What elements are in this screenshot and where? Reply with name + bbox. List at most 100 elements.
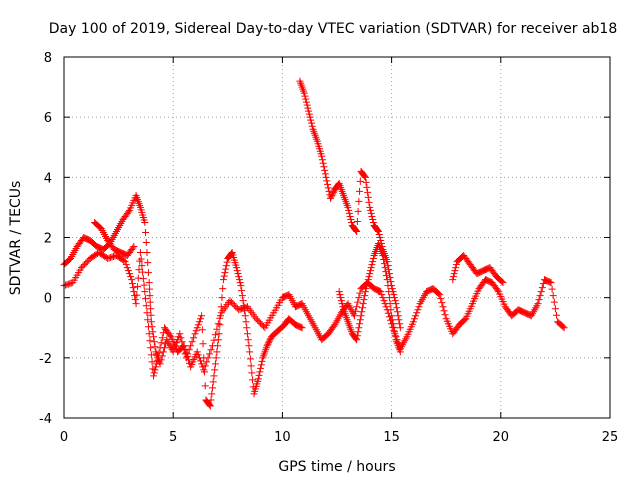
data-point xyxy=(536,292,544,300)
data-point xyxy=(130,288,138,296)
data-point xyxy=(237,282,245,290)
data-point xyxy=(387,306,395,314)
data-point xyxy=(394,312,402,320)
data-point xyxy=(451,267,459,275)
data-point xyxy=(368,261,376,269)
data-point xyxy=(239,297,247,305)
data-point xyxy=(238,292,246,300)
data-point xyxy=(142,239,150,247)
series-sdtvar-3 xyxy=(296,77,404,332)
data-point xyxy=(216,321,224,329)
data-point xyxy=(145,330,153,338)
data-point xyxy=(227,250,235,258)
data-point xyxy=(193,324,201,332)
data-point xyxy=(247,362,255,370)
data-point xyxy=(194,351,202,359)
data-point xyxy=(353,217,361,225)
data-point xyxy=(391,328,399,336)
data-point xyxy=(551,305,559,313)
data-point xyxy=(494,286,502,294)
data-point xyxy=(134,274,142,282)
data-point xyxy=(211,366,219,374)
data-point xyxy=(219,285,227,293)
x-tick-label: 15 xyxy=(383,430,400,445)
data-point xyxy=(198,312,206,320)
data-point xyxy=(209,378,217,386)
data-point xyxy=(356,316,364,324)
data-point xyxy=(185,346,193,354)
data-point xyxy=(390,291,398,299)
data-point xyxy=(537,288,545,296)
data-point xyxy=(437,295,445,303)
chart-title: Day 100 of 2019, Sidereal Day-to-day VTE… xyxy=(49,21,618,37)
data-point xyxy=(216,314,224,322)
data-point xyxy=(158,334,166,342)
data-point xyxy=(560,324,568,332)
data-point xyxy=(238,305,246,313)
data-point xyxy=(150,338,158,346)
data-point xyxy=(198,326,206,334)
data-point xyxy=(144,269,152,277)
data-point xyxy=(243,324,251,332)
data-point xyxy=(230,301,238,309)
data-point xyxy=(239,304,247,312)
data-point xyxy=(376,287,384,295)
data-point xyxy=(232,303,240,311)
series-sdtvar-6 xyxy=(91,218,138,260)
plot-frame xyxy=(63,56,611,419)
data-point xyxy=(146,292,154,300)
data-point xyxy=(369,218,377,226)
data-point xyxy=(104,255,112,263)
data-point xyxy=(263,342,271,350)
data-point xyxy=(412,312,420,320)
data-point xyxy=(259,322,267,330)
data-point xyxy=(214,320,222,328)
data-point xyxy=(255,371,263,379)
data-point xyxy=(137,255,145,263)
data-point xyxy=(156,344,164,352)
data-point xyxy=(257,361,265,369)
data-point xyxy=(159,348,167,356)
data-point xyxy=(391,297,399,305)
data-point xyxy=(352,335,360,343)
data-point xyxy=(215,330,223,338)
data-point xyxy=(546,278,554,286)
data-point xyxy=(133,291,141,299)
data-point xyxy=(152,363,160,371)
data-point xyxy=(355,324,363,332)
data-point xyxy=(83,258,91,266)
data-point xyxy=(177,334,185,342)
data-point xyxy=(227,298,235,306)
data-point xyxy=(140,281,148,289)
data-point xyxy=(82,259,90,267)
data-point xyxy=(438,299,446,307)
data-point xyxy=(322,173,330,181)
data-point xyxy=(321,170,329,178)
data-point xyxy=(235,276,243,284)
data-point xyxy=(304,104,312,112)
data-point xyxy=(219,276,227,284)
data-point xyxy=(147,351,155,359)
data-point xyxy=(77,264,85,272)
data-point xyxy=(181,345,189,353)
data-point xyxy=(266,336,274,344)
data-point xyxy=(142,302,150,310)
data-point xyxy=(355,294,363,302)
data-point xyxy=(345,209,353,217)
data-point xyxy=(324,184,332,192)
data-point xyxy=(552,311,560,319)
data-point xyxy=(255,318,263,326)
data-point xyxy=(380,297,388,305)
data-point xyxy=(461,316,469,324)
data-point xyxy=(66,280,74,288)
data-point xyxy=(298,324,306,332)
data-point xyxy=(242,318,250,326)
data-point xyxy=(143,309,151,317)
data-point xyxy=(366,206,374,214)
data-point xyxy=(396,320,404,328)
data-point xyxy=(131,296,139,304)
data-point xyxy=(211,360,219,368)
data-point xyxy=(145,279,153,287)
data-point xyxy=(257,319,265,327)
data-point xyxy=(498,278,506,286)
